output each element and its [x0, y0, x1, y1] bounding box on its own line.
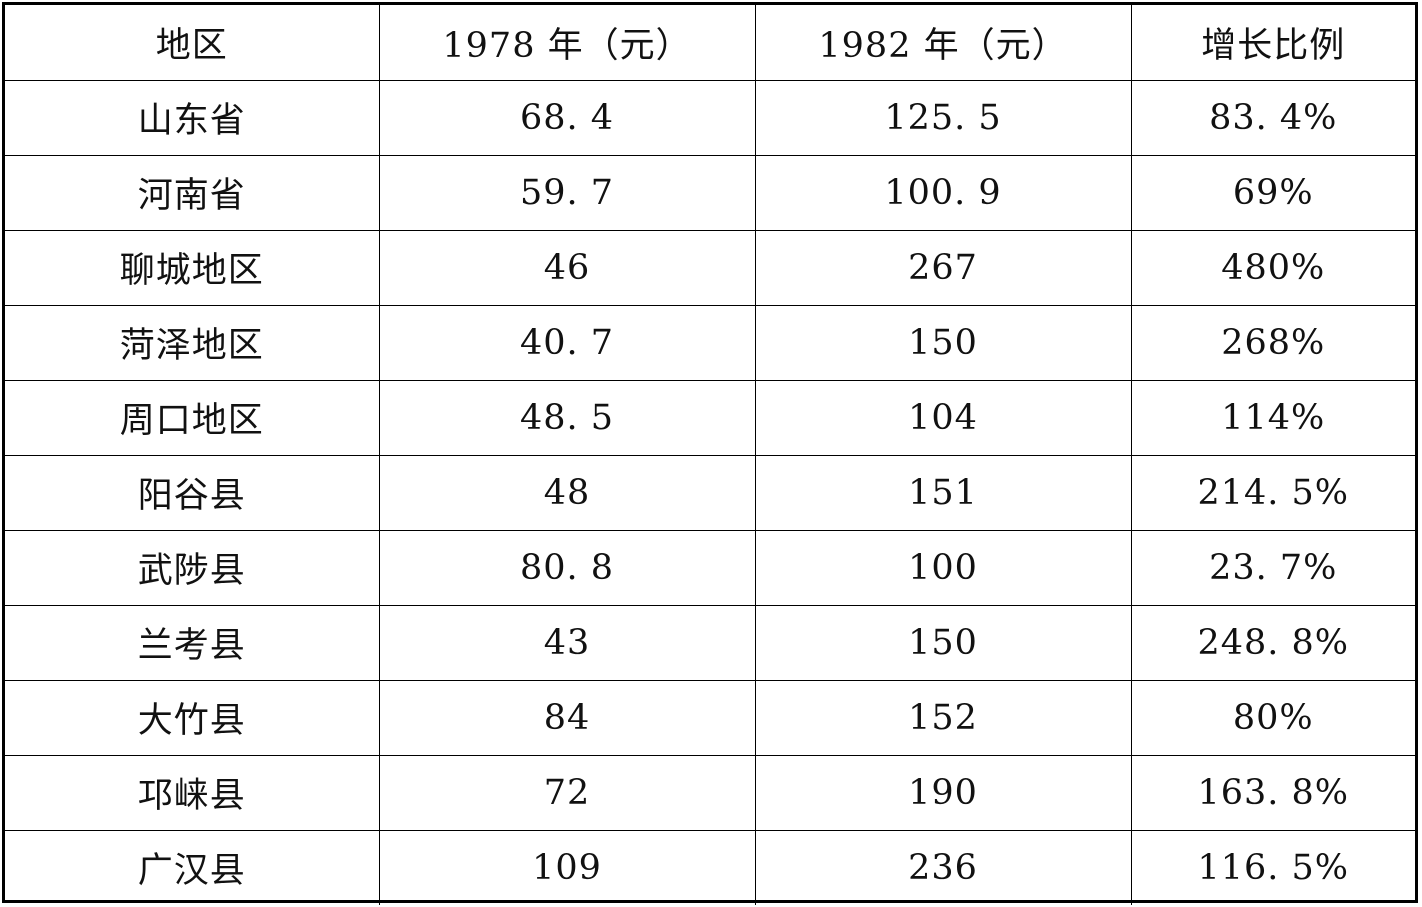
header-1982: 1982 年（元）	[754, 5, 1132, 81]
cell-growth: 163. 8%	[1130, 754, 1415, 831]
table-row: 菏泽地区 40. 7 150 268%	[5, 304, 1415, 381]
cell-1982: 100. 9	[754, 154, 1132, 231]
cell-growth: 268%	[1130, 304, 1415, 381]
income-table: 地区 1978 年（元） 1982 年（元） 增长比例 山东省 68. 4 12…	[5, 5, 1415, 905]
cell-1982: 150	[754, 604, 1132, 681]
cell-1982: 104	[754, 379, 1132, 456]
table-row: 山东省 68. 4 125. 5 83. 4%	[5, 80, 1415, 156]
cell-growth: 114%	[1130, 379, 1415, 456]
cell-1978: 43	[378, 604, 756, 681]
cell-1978: 59. 7	[378, 154, 756, 231]
cell-1982: 236	[754, 829, 1132, 905]
cell-1978: 72	[378, 754, 756, 831]
cell-1978: 68. 4	[378, 80, 756, 156]
cell-1978: 48	[378, 454, 756, 531]
cell-growth: 480%	[1130, 229, 1415, 306]
table-row: 周口地区 48. 5 104 114%	[5, 379, 1415, 456]
cell-1978: 40. 7	[378, 304, 756, 381]
table-row: 河南省 59. 7 100. 9 69%	[5, 154, 1415, 231]
cell-growth: 248. 8%	[1130, 604, 1415, 681]
cell-1982: 267	[754, 229, 1132, 306]
cell-region: 周口地区	[5, 379, 380, 456]
cell-region: 阳谷县	[5, 454, 380, 531]
cell-1978: 46	[378, 229, 756, 306]
header-growth: 增长比例	[1130, 5, 1415, 81]
cell-growth: 23. 7%	[1130, 529, 1415, 606]
table-row: 武陟县 80. 8 100 23. 7%	[5, 529, 1415, 606]
cell-growth: 80%	[1130, 679, 1415, 756]
table-row: 广汉县 109 236 116. 5%	[5, 829, 1415, 905]
cell-1982: 190	[754, 754, 1132, 831]
cell-growth: 83. 4%	[1130, 80, 1415, 156]
table-row: 聊城地区 46 267 480%	[5, 229, 1415, 306]
cell-region: 兰考县	[5, 604, 380, 681]
cell-1982: 100	[754, 529, 1132, 606]
header-region: 地区	[5, 5, 380, 81]
header-row: 地区 1978 年（元） 1982 年（元） 增长比例	[5, 5, 1415, 81]
cell-1978: 80. 8	[378, 529, 756, 606]
table-row: 邛崃县 72 190 163. 8%	[5, 754, 1415, 831]
cell-region: 邛崃县	[5, 754, 380, 831]
table-row: 兰考县 43 150 248. 8%	[5, 604, 1415, 681]
table-row: 阳谷县 48 151 214. 5%	[5, 454, 1415, 531]
cell-region: 广汉县	[5, 829, 380, 905]
cell-growth: 116. 5%	[1130, 829, 1415, 905]
cell-region: 河南省	[5, 154, 380, 231]
cell-region: 菏泽地区	[5, 304, 380, 381]
cell-region: 山东省	[5, 80, 380, 156]
cell-region: 聊城地区	[5, 229, 380, 306]
cell-1982: 151	[754, 454, 1132, 531]
cell-1982: 125. 5	[754, 80, 1132, 156]
cell-growth: 214. 5%	[1130, 454, 1415, 531]
cell-region: 大竹县	[5, 679, 380, 756]
cell-1978: 84	[378, 679, 756, 756]
cell-1982: 152	[754, 679, 1132, 756]
cell-growth: 69%	[1130, 154, 1415, 231]
cell-region: 武陟县	[5, 529, 380, 606]
table-row: 大竹县 84 152 80%	[5, 679, 1415, 756]
cell-1982: 150	[754, 304, 1132, 381]
cell-1978: 109	[378, 829, 756, 905]
cell-1978: 48. 5	[378, 379, 756, 456]
header-1978: 1978 年（元）	[378, 5, 756, 81]
